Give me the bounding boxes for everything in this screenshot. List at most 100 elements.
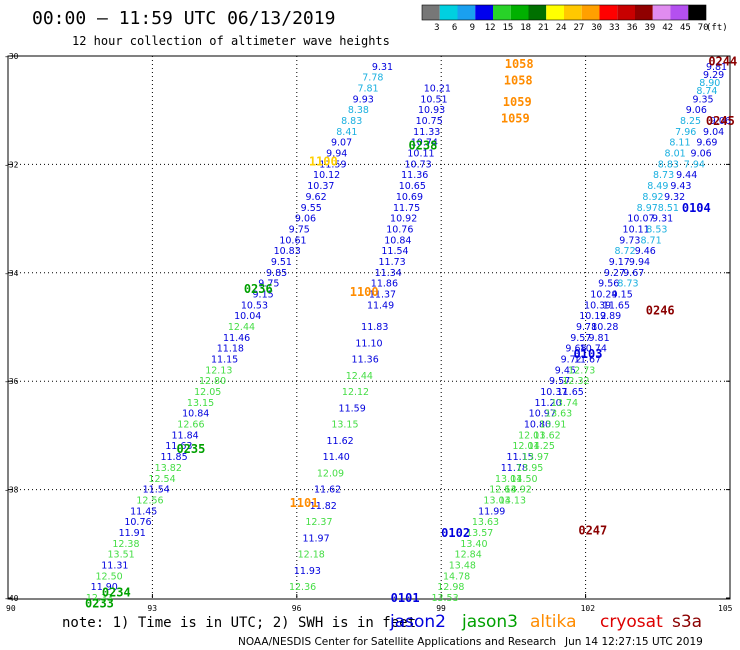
wave-height-value: 9.55: [301, 203, 322, 214]
wave-height-value: 9.89: [600, 311, 621, 322]
wave-height-value: 10.97: [529, 409, 556, 420]
wave-height-value: 10.93: [418, 105, 445, 116]
wave-height-value: 10.24: [590, 289, 617, 300]
wave-height-value: 12.12: [342, 387, 369, 398]
wave-height-value: 10.11: [407, 149, 434, 160]
wave-height-value: 10.39: [584, 300, 611, 311]
pass-time-label: 0103: [574, 347, 603, 361]
wave-height-value: 13.95: [516, 463, 543, 474]
wave-height-value: 9.31: [372, 62, 393, 73]
wave-height-value: 9.94: [629, 257, 650, 268]
wave-height-value: 9.06: [686, 105, 707, 116]
pass-time-label: 0246: [646, 304, 675, 318]
x-tick-label: 96: [292, 604, 302, 613]
color-scale-label: 12: [485, 23, 496, 33]
pass-time-label: 1100: [309, 155, 338, 169]
wave-height-value: 13.91: [539, 420, 566, 431]
wave-height-value: 9.51: [271, 257, 292, 268]
color-scale-label: 15: [502, 23, 513, 33]
wave-height-value: 13.62: [533, 430, 560, 441]
color-scale-bar: 3 6 9 12 15 18 21 24 27 30 33 36 39 42 45 70: [421, 4, 709, 33]
wave-height-value: 13.57: [466, 528, 493, 539]
pass-time-label: 1058: [504, 73, 533, 87]
wave-height-value: 11.54: [381, 246, 408, 257]
color-scale-swatch: [493, 5, 511, 20]
wave-height-value: 9.78: [576, 322, 597, 333]
wave-height-value: 12.13: [205, 365, 232, 376]
wave-height-value: 8.71: [640, 235, 661, 246]
legend-entry-jason3: jason3: [461, 612, 518, 632]
wave-height-value: 13.15: [331, 420, 358, 431]
wave-height-value: 11.15: [211, 355, 238, 366]
pass-time-label: 1101: [290, 496, 319, 510]
color-scale-label: 30: [591, 23, 602, 33]
wave-height-value: 9.17: [609, 257, 630, 268]
wave-height-value: 11.97: [302, 533, 329, 544]
wave-height-value: 10.12: [313, 170, 340, 181]
footer-credit: NOAA/NESDIS Center for Satellite Applica…: [238, 636, 556, 648]
wave-height-value: 11.65: [603, 300, 630, 311]
wave-height-value: 11.15: [507, 452, 534, 463]
wave-height-value: 13.01: [495, 474, 522, 485]
x-tick-label: 105: [718, 604, 733, 613]
wave-height-value: 12.01: [512, 441, 539, 452]
color-scale-label: 3: [434, 23, 439, 33]
color-scale-label: 45: [680, 23, 691, 33]
wave-height-value: 8.38: [348, 105, 369, 116]
wave-height-value: 8.90: [699, 78, 720, 89]
color-scale-frame: [421, 4, 707, 21]
wave-height-value: 9.81: [588, 333, 609, 344]
plot-frame: [7, 55, 731, 600]
wave-height-value: 13.82: [155, 463, 182, 474]
wave-height-value: 11.93: [294, 566, 321, 577]
wave-height-value: 13.03: [483, 495, 510, 506]
wave-height-value: 10.73: [404, 159, 431, 170]
wave-height-value: 13.48: [449, 560, 476, 571]
wave-height-value: 9.67: [623, 268, 644, 279]
wave-height-value: 8.11: [669, 138, 690, 149]
pass-time-label: 0102: [441, 526, 470, 540]
color-scale-swatch: [546, 5, 564, 20]
wave-height-value: 9.35: [692, 94, 713, 105]
wave-height-value: 9.06: [295, 214, 316, 225]
color-scale-swatch: [599, 5, 618, 20]
wave-height-value: 10.21: [424, 84, 451, 95]
wave-height-value: 11.67: [574, 355, 601, 366]
wave-height-value: 12.50: [95, 571, 122, 582]
color-scale-swatch: [688, 5, 706, 20]
color-scale-unit: (ft): [706, 23, 728, 33]
color-scale-label: 42: [662, 23, 673, 33]
wave-height-value: 9.27: [604, 268, 625, 279]
wave-height-value: 12.05: [194, 387, 221, 398]
wave-height-value: 12.36: [289, 582, 316, 593]
wave-height-value: 9.15: [612, 289, 633, 300]
wave-height-value: 12.32: [562, 376, 589, 387]
wave-height-value: 8.51: [658, 203, 679, 214]
wave-height-value: 8.83: [658, 159, 679, 170]
wave-height-value: 14.25: [528, 441, 555, 452]
wave-height-value: 9.32: [664, 192, 685, 203]
color-scale-label: 70: [698, 23, 709, 33]
color-scale-label: 27: [573, 23, 584, 33]
wave-height-value: 11.90: [91, 582, 118, 593]
wave-height-value: 11.31: [101, 560, 128, 571]
wave-height-value: 11.36: [401, 170, 428, 181]
color-scale-label: 33: [609, 23, 620, 33]
wave-height-value: 10.80: [524, 420, 551, 431]
pass-time-labels: 1058 1058 1059 1059 0238 1100 0236 1100 0244 0245…: [85, 54, 737, 610]
wave-height-value: 8.92: [642, 192, 663, 203]
wave-height-value: 13.51: [108, 550, 135, 561]
color-scale-label: 24: [556, 23, 567, 33]
wave-height-value: 14.78: [443, 571, 470, 582]
wave-height-value: 10.74: [411, 138, 438, 149]
wave-height-value: 10.69: [396, 192, 423, 203]
x-tick-label: 93: [147, 604, 157, 613]
wave-height-value: 9.31: [652, 214, 673, 225]
wave-height-value: 11.62: [327, 436, 354, 447]
color-scale-swatch: [670, 5, 689, 20]
wave-height-value: 12.54: [148, 474, 175, 485]
color-scale-swatch: [422, 5, 440, 20]
wave-height-value: 9.43: [670, 181, 691, 192]
